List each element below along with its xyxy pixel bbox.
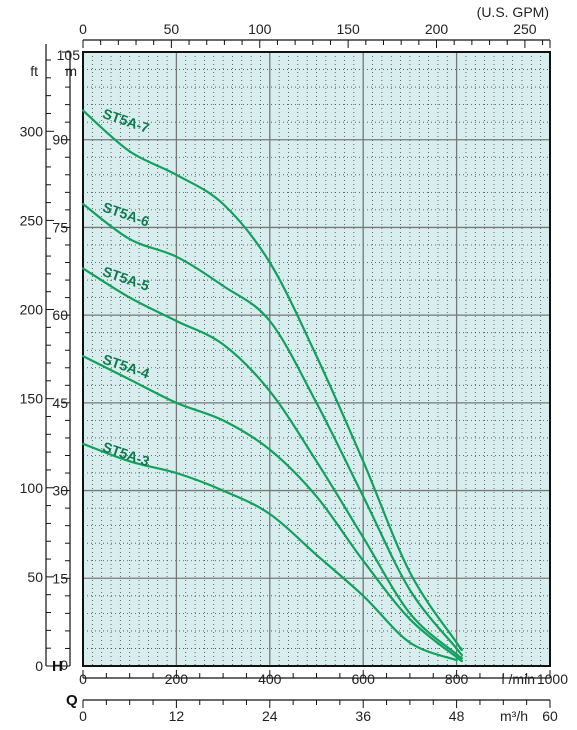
flow-axis-letter: Q [66, 692, 78, 709]
plot-frame [82, 51, 551, 667]
m-tick-label: 30 [52, 483, 68, 499]
m-unit-label: m [65, 63, 77, 79]
curve-st5a-3 [81, 442, 458, 662]
gpm-tick-label: 100 [248, 21, 272, 37]
lmin-tick-label: 1000 [537, 671, 568, 687]
m-tick-label: 105 [57, 47, 81, 63]
ft-tick-label: 300 [20, 123, 44, 139]
gpm-tick-label: 150 [336, 21, 360, 37]
gpm-tick-label: 0 [79, 21, 87, 37]
ft-unit-label: ft [30, 63, 38, 79]
gpm-tick-label: 50 [164, 21, 180, 37]
plot-background [83, 52, 550, 666]
ft-tick-label: 200 [20, 302, 44, 318]
m3h-unit-label: m³/h [500, 708, 528, 724]
m3h-tick-label: 48 [449, 708, 465, 724]
lmin-unit-label: l /min [502, 671, 535, 687]
m3h-tick-label: 60 [542, 708, 558, 724]
ft-tick-label: 50 [27, 569, 43, 585]
curve-st5a-6 [81, 202, 463, 657]
ft-tick-label: 250 [20, 212, 44, 228]
gpm-tick-label: 250 [513, 21, 537, 37]
ft-tick-label: 150 [20, 391, 44, 407]
gpm-tick-label: 200 [425, 21, 449, 37]
ft-tick-label: 100 [20, 480, 44, 496]
gpm-unit-label: (U.S. GPM) [477, 4, 549, 20]
m-tick-label: 75 [52, 219, 68, 235]
curve-st5a-4 [81, 355, 463, 663]
m3h-tick-label: 12 [169, 708, 185, 724]
m-tick-label: 90 [52, 132, 68, 148]
head-axis-letter: H [52, 658, 63, 675]
m3h-tick-label: 24 [262, 708, 278, 724]
m-tick-label: 60 [52, 307, 68, 323]
lmin-tick-label: 800 [445, 671, 469, 687]
curve-st5a-5 [81, 267, 463, 660]
ft-tick-label: 0 [35, 658, 43, 674]
lmin-tick-label: 400 [258, 671, 282, 687]
m-tick-label: 45 [52, 395, 68, 411]
curves [81, 109, 463, 663]
axes: 0 50 100 150 200 250(U.S. GPM)015304560759010… [20, 4, 569, 724]
lmin-tick-label: 600 [352, 671, 376, 687]
m3h-tick-label: 36 [355, 708, 371, 724]
grid [83, 52, 550, 666]
m-tick-label: 0 [60, 657, 68, 673]
lmin-tick-label: 200 [165, 671, 189, 687]
m-tick-label: 15 [52, 570, 68, 586]
curve-st5a-7 [81, 109, 463, 652]
m3h-tick-label: 0 [79, 708, 87, 724]
lmin-tick-label: 0 [79, 671, 87, 687]
